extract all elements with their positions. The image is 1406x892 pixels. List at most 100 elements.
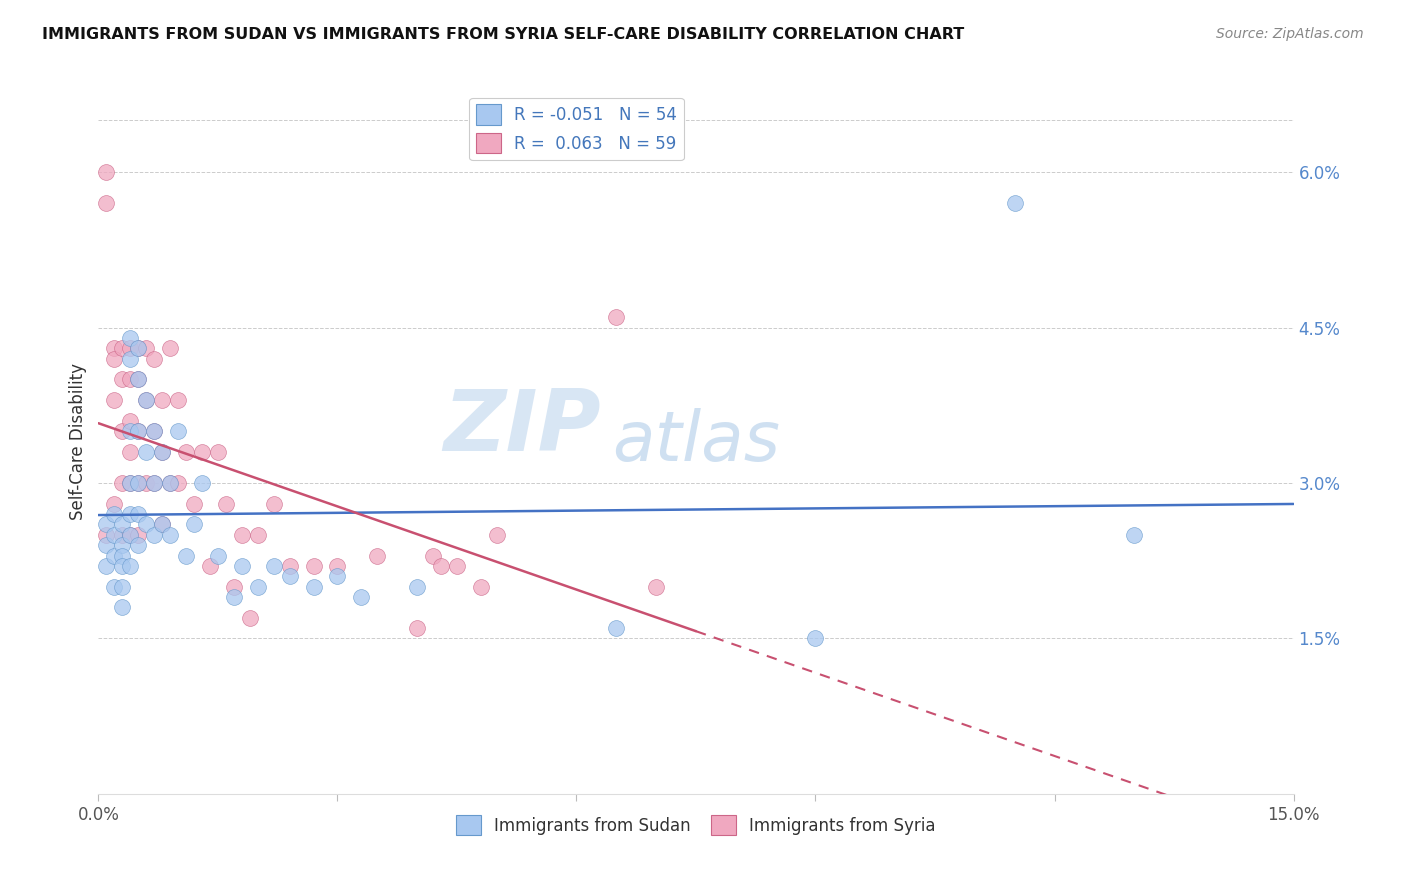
Point <box>143 424 166 438</box>
Point <box>198 558 221 573</box>
Point <box>183 517 205 532</box>
Point <box>231 528 253 542</box>
Point <box>111 424 134 438</box>
Point <box>246 580 269 594</box>
Point <box>302 558 325 573</box>
Point <box>222 590 245 604</box>
Point <box>150 445 173 459</box>
Point <box>103 507 125 521</box>
Point <box>191 475 214 490</box>
Point <box>127 475 149 490</box>
Point <box>111 580 134 594</box>
Point <box>135 517 157 532</box>
Point <box>183 497 205 511</box>
Point <box>127 341 149 355</box>
Point <box>143 475 166 490</box>
Point <box>111 558 134 573</box>
Point <box>127 528 149 542</box>
Point <box>103 497 125 511</box>
Point <box>127 507 149 521</box>
Point <box>103 393 125 408</box>
Point <box>111 341 134 355</box>
Point <box>366 549 388 563</box>
Point <box>263 497 285 511</box>
Point <box>430 558 453 573</box>
Point <box>150 517 173 532</box>
Point <box>278 569 301 583</box>
Point <box>1004 196 1026 211</box>
Point <box>111 528 134 542</box>
Point <box>143 351 166 366</box>
Point <box>191 445 214 459</box>
Point <box>120 445 142 459</box>
Point <box>120 528 142 542</box>
Point <box>127 372 149 386</box>
Point <box>605 621 627 635</box>
Point <box>406 580 429 594</box>
Point <box>111 538 134 552</box>
Point <box>246 528 269 542</box>
Point <box>120 475 142 490</box>
Point <box>96 538 118 552</box>
Point <box>143 475 166 490</box>
Point <box>135 393 157 408</box>
Point <box>326 558 349 573</box>
Point <box>215 497 238 511</box>
Point <box>135 393 157 408</box>
Point <box>231 558 253 573</box>
Point <box>326 569 349 583</box>
Point <box>239 610 262 624</box>
Point <box>96 196 118 211</box>
Y-axis label: Self-Care Disability: Self-Care Disability <box>69 363 87 520</box>
Point <box>127 424 149 438</box>
Point <box>470 580 492 594</box>
Point <box>135 475 157 490</box>
Point <box>485 528 508 542</box>
Text: atlas: atlas <box>613 408 780 475</box>
Point <box>111 600 134 615</box>
Point <box>111 475 134 490</box>
Point <box>120 528 142 542</box>
Point <box>143 528 166 542</box>
Point <box>96 165 118 179</box>
Point <box>804 632 827 646</box>
Legend: Immigrants from Sudan, Immigrants from Syria: Immigrants from Sudan, Immigrants from S… <box>450 808 942 842</box>
Point <box>174 445 197 459</box>
Point <box>103 528 125 542</box>
Point <box>120 558 142 573</box>
Point <box>127 372 149 386</box>
Point <box>150 517 173 532</box>
Point <box>111 372 134 386</box>
Point <box>207 445 229 459</box>
Point <box>350 590 373 604</box>
Point <box>159 528 181 542</box>
Point <box>120 507 142 521</box>
Point <box>120 341 142 355</box>
Point <box>174 549 197 563</box>
Point <box>302 580 325 594</box>
Point <box>127 475 149 490</box>
Point <box>143 424 166 438</box>
Point <box>159 475 181 490</box>
Point <box>446 558 468 573</box>
Point <box>127 538 149 552</box>
Point <box>120 414 142 428</box>
Point <box>150 393 173 408</box>
Point <box>135 445 157 459</box>
Point <box>150 445 173 459</box>
Point <box>103 341 125 355</box>
Point <box>605 310 627 325</box>
Point <box>127 424 149 438</box>
Point <box>263 558 285 573</box>
Point <box>120 372 142 386</box>
Point <box>127 341 149 355</box>
Point <box>103 549 125 563</box>
Point <box>120 351 142 366</box>
Point <box>111 549 134 563</box>
Text: ZIP: ZIP <box>443 386 600 469</box>
Point <box>159 341 181 355</box>
Point <box>207 549 229 563</box>
Point <box>120 475 142 490</box>
Point <box>103 580 125 594</box>
Point <box>422 549 444 563</box>
